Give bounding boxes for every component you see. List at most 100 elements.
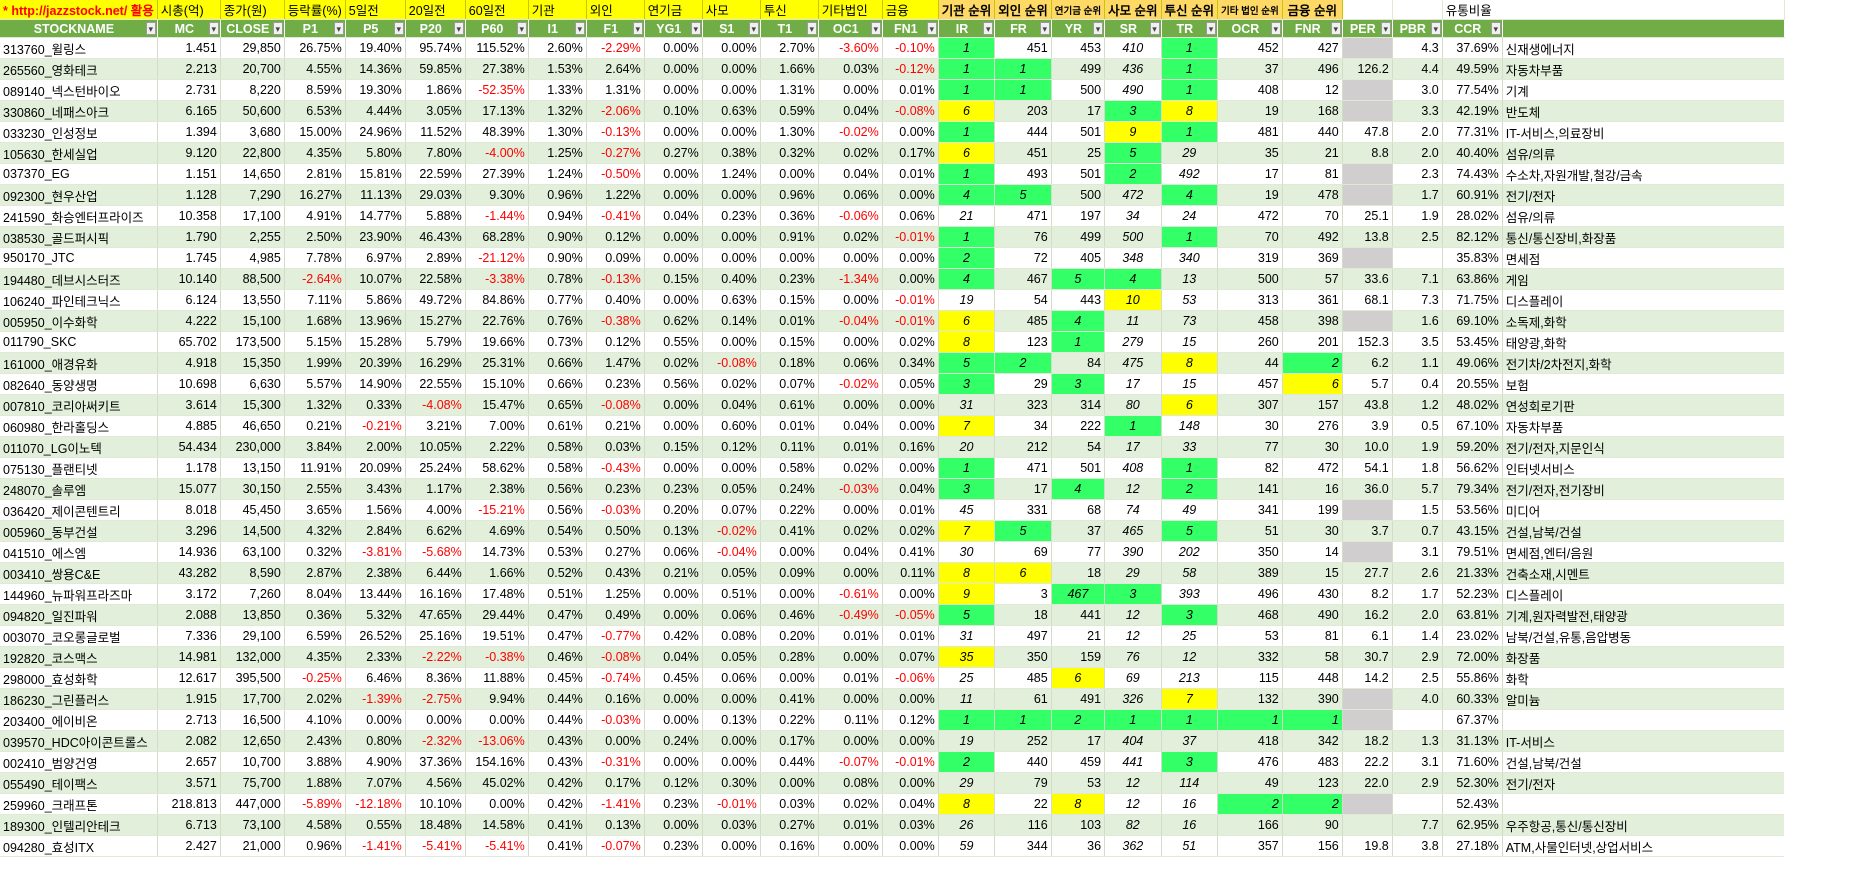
table-row[interactable]: 075130_플랜티넷 1.178 13,150 11.91% 20.09% 25.24%… [0, 457, 1785, 479]
ir-rank-cell[interactable]: 9 [938, 583, 996, 605]
tr-rank-cell[interactable]: 49 [1161, 499, 1219, 521]
oc1-cell[interactable]: 0.04% [818, 100, 883, 122]
oc1-cell[interactable]: -0.49% [818, 604, 883, 626]
table-row[interactable]: 041510_에스엠 14.936 63,100 0.32% -3.81% -5.68% 1… [0, 541, 1785, 563]
column-header-pbr[interactable]: PBR [1392, 19, 1443, 38]
oc1-cell[interactable]: 0.01% [818, 436, 883, 458]
p5-cell[interactable]: -12.18% [345, 793, 406, 815]
ocr-rank-cell[interactable]: 472 [1217, 205, 1283, 227]
column-header-yr[interactable]: YR [1051, 19, 1106, 38]
sr-rank-cell[interactable]: 348 [1104, 247, 1162, 269]
fr-rank-cell[interactable]: 350 [994, 646, 1052, 668]
oc1-cell[interactable]: 0.00% [818, 499, 883, 521]
oc1-cell[interactable]: 0.04% [818, 541, 883, 563]
sr-rank-cell[interactable]: 3 [1104, 583, 1162, 605]
per-cell[interactable] [1342, 310, 1393, 332]
close-price-cell[interactable]: 13,150 [220, 457, 285, 479]
p20-cell[interactable]: 16.16% [405, 583, 466, 605]
ccr-cell[interactable]: 63.81% [1442, 604, 1503, 626]
oc1-cell[interactable]: 0.00% [818, 289, 883, 311]
sr-rank-cell[interactable]: 279 [1104, 331, 1162, 353]
yg1-cell[interactable]: 0.27% [644, 142, 703, 164]
s1-cell[interactable]: 0.00% [702, 835, 761, 857]
pbr-cell[interactable]: 2.9 [1392, 646, 1443, 668]
f1-cell[interactable]: 0.50% [586, 520, 645, 542]
f1-cell[interactable]: 2.64% [586, 58, 645, 80]
yg1-cell[interactable]: 0.23% [644, 478, 703, 500]
market-cap-cell[interactable]: 6.124 [157, 289, 221, 311]
i1-cell[interactable]: 0.90% [528, 226, 587, 248]
i1-cell[interactable]: 0.47% [528, 604, 587, 626]
p20-cell[interactable]: 4.00% [405, 499, 466, 521]
pbr-cell[interactable]: 3.5 [1392, 331, 1443, 353]
ir-rank-cell[interactable]: 35 [938, 646, 996, 668]
p60-cell[interactable]: 84.86% [465, 289, 529, 311]
i1-cell[interactable]: 0.47% [528, 625, 587, 647]
t1-cell[interactable]: 0.58% [760, 457, 819, 479]
f1-cell[interactable]: 0.23% [586, 478, 645, 500]
yg1-cell[interactable]: 0.13% [644, 520, 703, 542]
p20-cell[interactable]: 46.43% [405, 226, 466, 248]
yg1-cell[interactable]: 0.42% [644, 625, 703, 647]
pbr-cell[interactable]: 3.8 [1392, 835, 1443, 857]
pbr-cell[interactable]: 1.2 [1392, 394, 1443, 416]
tr-rank-cell[interactable]: 73 [1161, 310, 1219, 332]
t1-cell[interactable]: 0.00% [760, 667, 819, 689]
per-cell[interactable] [1342, 688, 1393, 710]
tr-rank-cell[interactable]: 1 [1161, 226, 1219, 248]
per-cell[interactable] [1342, 499, 1393, 521]
ir-rank-cell[interactable]: 3 [938, 478, 996, 500]
ccr-cell[interactable]: 69.10% [1442, 310, 1503, 332]
fn1-cell[interactable]: 0.00% [882, 394, 939, 416]
p1-cell[interactable]: -0.25% [284, 667, 346, 689]
ir-rank-cell[interactable]: 20 [938, 436, 996, 458]
oc1-cell[interactable]: -0.07% [818, 751, 883, 773]
yr-rank-cell[interactable]: 2 [1051, 709, 1106, 731]
table-row[interactable]: 060980_한라홀딩스 4.885 46,650 0.21% -0.21% 3.21% 7… [0, 415, 1785, 437]
ir-rank-cell[interactable]: 1 [938, 37, 996, 59]
yg1-cell[interactable]: 0.10% [644, 100, 703, 122]
fr-rank-cell[interactable]: 497 [994, 625, 1052, 647]
f1-cell[interactable]: 0.13% [586, 814, 645, 836]
ocr-rank-cell[interactable]: 70 [1217, 226, 1283, 248]
s1-cell[interactable]: 0.00% [702, 457, 761, 479]
ocr-rank-cell[interactable]: 260 [1217, 331, 1283, 353]
oc1-cell[interactable]: 0.00% [818, 835, 883, 857]
fn1-cell[interactable]: 0.00% [882, 184, 939, 206]
f1-cell[interactable]: 0.40% [586, 289, 645, 311]
market-cap-cell[interactable]: 1.915 [157, 688, 221, 710]
stock-name-cell[interactable]: 950170_JTC [0, 247, 158, 269]
fnr-rank-cell[interactable]: 21 [1282, 142, 1343, 164]
close-price-cell[interactable]: 13,850 [220, 604, 285, 626]
sr-rank-cell[interactable]: 490 [1104, 79, 1162, 101]
tr-rank-cell[interactable]: 114 [1161, 772, 1219, 794]
yg1-cell[interactable]: 0.00% [644, 583, 703, 605]
p60-cell[interactable]: 17.48% [465, 583, 529, 605]
f1-cell[interactable]: -0.77% [586, 625, 645, 647]
oc1-cell[interactable]: 0.08% [818, 772, 883, 794]
tr-rank-cell[interactable]: 148 [1161, 415, 1219, 437]
table-row[interactable]: 950170_JTC 1.745 4,985 7.78% 6.97% 2.89% -21.1… [0, 247, 1785, 269]
sector-cell[interactable]: 화학 [1502, 667, 1785, 689]
tr-rank-cell[interactable]: 16 [1161, 793, 1219, 815]
fn1-cell[interactable]: -0.01% [882, 289, 939, 311]
yr-rank-cell[interactable]: 197 [1051, 205, 1106, 227]
fn1-cell[interactable]: 0.17% [882, 142, 939, 164]
p1-cell[interactable]: 6.53% [284, 100, 346, 122]
yr-rank-cell[interactable]: 453 [1051, 37, 1106, 59]
sr-rank-cell[interactable]: 1 [1104, 709, 1162, 731]
fnr-rank-cell[interactable]: 427 [1282, 37, 1343, 59]
table-row[interactable]: 038530_골드퍼시픽 1.790 2,255 2.50% 23.90% 46.43% 6… [0, 226, 1785, 248]
p20-cell[interactable]: 3.21% [405, 415, 466, 437]
fr-rank-cell[interactable]: 485 [994, 667, 1052, 689]
tr-rank-cell[interactable]: 1 [1161, 79, 1219, 101]
sector-cell[interactable]: 통신/통신장비,화장품 [1502, 226, 1785, 248]
p60-cell[interactable]: 1.66% [465, 562, 529, 584]
sr-rank-cell[interactable]: 3 [1104, 100, 1162, 122]
s1-cell[interactable]: 0.00% [702, 37, 761, 59]
close-price-cell[interactable]: 15,100 [220, 310, 285, 332]
ccr-cell[interactable]: 72.00% [1442, 646, 1503, 668]
tr-rank-cell[interactable]: 12 [1161, 646, 1219, 668]
fnr-rank-cell[interactable]: 490 [1282, 604, 1343, 626]
sector-cell[interactable]: 인터넷서비스 [1502, 457, 1785, 479]
